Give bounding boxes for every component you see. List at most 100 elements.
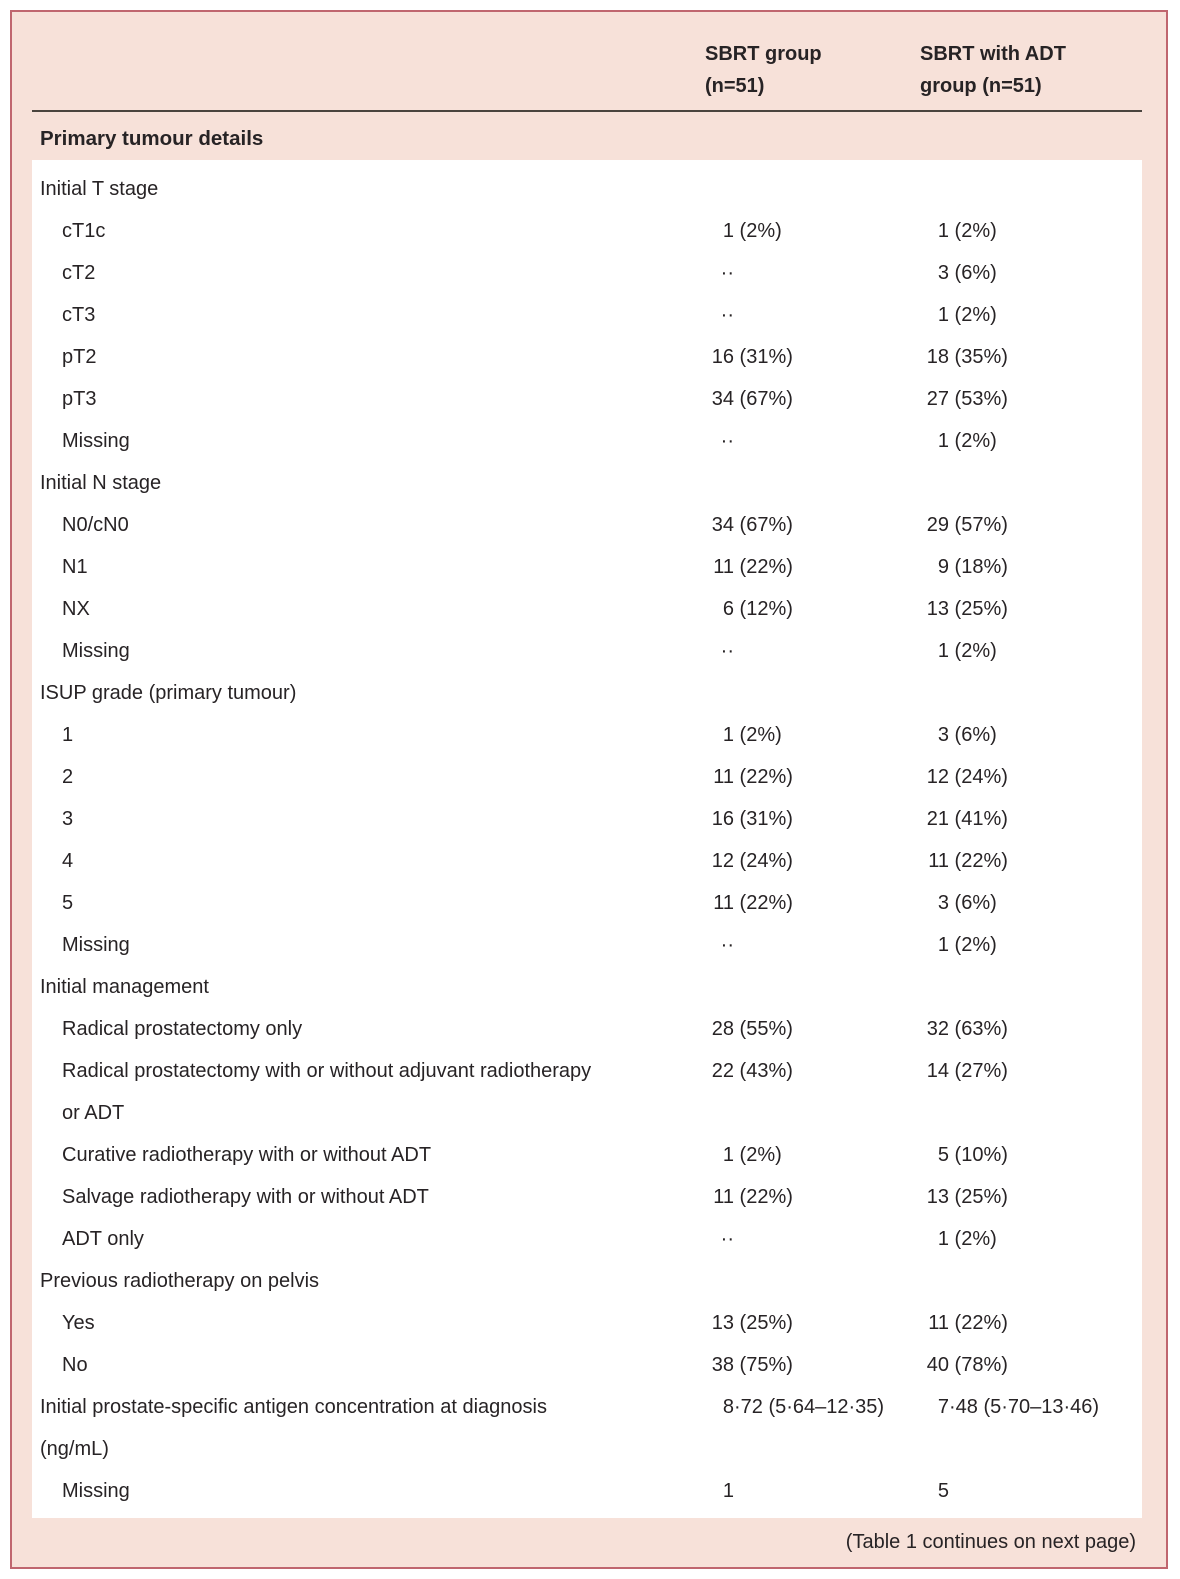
value-number: 1 <box>937 934 949 956</box>
value-detail: (2%) <box>949 1228 997 1250</box>
table-row: Yes 13 (25%) 11 (22%) <box>40 1302 1114 1344</box>
value-sbrt-group: 12 (24%) <box>672 840 887 882</box>
value-sbrt-group: 28 (55%) <box>672 1008 887 1050</box>
row-label: Initial management <box>40 976 209 998</box>
value-sbrt-group: 1 (2%) <box>672 714 887 756</box>
row-label: Curative radiotherapy with or without AD… <box>62 1144 432 1166</box>
value-detail: (27%) <box>949 1060 1008 1082</box>
value-sbrt-adt-group: 21 (41%) <box>887 798 1114 840</box>
value-sbrt-group: 38 (75%) <box>672 1344 887 1386</box>
value-number: 13 <box>711 1312 734 1334</box>
value-sbrt-adt-group: 1 (2%) <box>887 294 1114 336</box>
table1-panel: SBRT group (n=51) SBRT with ADT group (n… <box>10 10 1168 1569</box>
value-detail: (22%) <box>734 1186 793 1208</box>
table-row: Missing ·· 1 (2%) <box>40 924 1114 966</box>
table-row: Previous radiotherapy on pelvis <box>40 1260 1114 1302</box>
table-row: N0/cN0 34 (67%) 29 (57%) <box>40 504 1114 546</box>
value-number: 34 <box>711 514 734 536</box>
table-row: cT2 ·· 3 (6%) <box>40 252 1114 294</box>
value-number: 11 <box>713 892 734 914</box>
value-sbrt-group: 11 (22%) <box>672 756 887 798</box>
row-label: ADT only <box>62 1228 144 1250</box>
value-number: 40 <box>926 1354 949 1376</box>
value-sbrt-group: 11 (22%) <box>672 1176 887 1218</box>
value-detail: (22%) <box>734 766 793 788</box>
value-number: 6 <box>722 598 734 620</box>
value-number: 11 <box>713 556 734 578</box>
row-label: Missing <box>62 934 130 956</box>
value-detail: (2%) <box>949 430 997 452</box>
value-number: 38 <box>711 1354 734 1376</box>
value-detail: (6%) <box>949 892 997 914</box>
value-detail: (25%) <box>734 1312 793 1334</box>
value-number: 5 <box>937 1144 949 1166</box>
column-header-sbrt-adt-group: SBRT with ADT group (n=51) <box>920 43 1066 97</box>
row-label: N1 <box>62 556 88 578</box>
value-sbrt-adt-group: 1 (2%) <box>887 420 1114 462</box>
value-detail: (43%) <box>734 1060 793 1082</box>
value-number: ·· <box>720 262 734 284</box>
value-detail: (10%) <box>949 1144 1008 1166</box>
value-sbrt-adt-group: 5 <box>887 1470 1114 1512</box>
value-number: 8 <box>722 1396 734 1418</box>
table-row: Missing ·· 1 (2%) <box>40 630 1114 672</box>
table-row: ADT only ·· 1 (2%) <box>40 1218 1114 1260</box>
value-number: 1 <box>722 220 734 242</box>
table-row: 2 11 (22%) 12 (24%) <box>40 756 1114 798</box>
row-label: 4 <box>62 850 74 872</box>
table-row: ISUP grade (primary tumour) <box>40 672 1114 714</box>
value-number: 28 <box>711 1018 734 1040</box>
value-detail: (2%) <box>949 220 997 242</box>
value-detail: (35%) <box>949 346 1008 368</box>
value-sbrt-group: 34 (67%) <box>672 504 887 546</box>
value-number: 22 <box>711 1060 734 1082</box>
value-number: 3 <box>937 724 949 746</box>
value-sbrt-adt-group: 1 (2%) <box>887 1218 1114 1260</box>
row-label: Missing <box>62 640 130 662</box>
table-row: N1 11 (22%) 9 (18%) <box>40 546 1114 588</box>
value-sbrt-adt-group: 29 (57%) <box>887 504 1114 546</box>
value-number: 1 <box>722 1480 734 1502</box>
value-sbrt-group: 16 (31%) <box>672 798 887 840</box>
value-number: 29 <box>926 514 949 536</box>
value-number: 11 <box>713 766 734 788</box>
value-sbrt-adt-group: 18 (35%) <box>887 336 1114 378</box>
value-detail: (24%) <box>734 850 793 872</box>
value-sbrt-group: 22 (43%) <box>672 1050 887 1092</box>
value-detail: (25%) <box>949 598 1008 620</box>
value-sbrt-adt-group: 5 (10%) <box>887 1134 1114 1176</box>
value-number: 18 <box>926 346 949 368</box>
table-row: Initial N stage <box>40 462 1114 504</box>
value-sbrt-group: 1 <box>672 1470 887 1512</box>
table-row: cT3 ·· 1 (2%) <box>40 294 1114 336</box>
value-number: 21 <box>926 808 949 830</box>
value-detail: (75%) <box>734 1354 793 1376</box>
value-sbrt-adt-group: 27 (53%) <box>887 378 1114 420</box>
value-number: ·· <box>720 430 734 452</box>
value-sbrt-adt-group: 13 (25%) <box>887 1176 1114 1218</box>
row-label: Previous radiotherapy on pelvis <box>40 1270 320 1292</box>
table-row: 5 11 (22%) 3 (6%) <box>40 882 1114 924</box>
table-row: Initial management <box>40 966 1114 1008</box>
value-sbrt-group: ·· <box>672 1218 887 1260</box>
value-sbrt-group: 11 (22%) <box>672 546 887 588</box>
value-sbrt-adt-group: 7·48 (5·70–13·46) <box>887 1386 1114 1428</box>
value-number: 7 <box>937 1396 949 1418</box>
table-row: Initial prostate-specific antigen concen… <box>40 1386 1114 1470</box>
value-sbrt-group: 1 (2%) <box>672 1134 887 1176</box>
table-row: pT3 34 (67%) 27 (53%) <box>40 378 1114 420</box>
header-rule <box>32 110 1142 112</box>
value-number: ·· <box>720 1228 734 1250</box>
value-sbrt-adt-group: 3 (6%) <box>887 882 1114 924</box>
value-detail: ·48 (5·70–13·46) <box>949 1396 1100 1418</box>
row-label: Radical prostatectomy with or without ad… <box>62 1060 592 1124</box>
value-sbrt-group: 34 (67%) <box>672 378 887 420</box>
value-detail: (6%) <box>949 724 997 746</box>
table-body: Initial T stage cT1c 1 (2%) 1 (2%) cT2 ·… <box>32 160 1142 1518</box>
value-sbrt-adt-group: 3 (6%) <box>887 252 1114 294</box>
row-label: pT3 <box>62 388 97 410</box>
row-label: Missing <box>62 430 130 452</box>
row-label: ISUP grade (primary tumour) <box>40 682 297 704</box>
value-detail: (22%) <box>949 850 1008 872</box>
row-label: N0/cN0 <box>62 514 129 536</box>
